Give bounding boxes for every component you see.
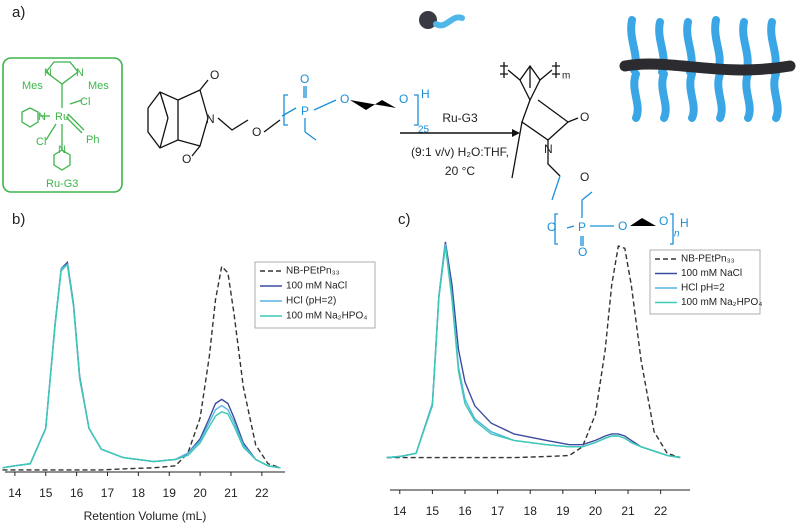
atom: O xyxy=(580,110,589,124)
monomer-peg: P O O O H 25 xyxy=(281,72,430,141)
panel-label: c) xyxy=(398,211,411,228)
legend-label: 100 mM NaCl xyxy=(681,268,742,279)
atom: Mes xyxy=(88,80,109,92)
x-tick-label: 20 xyxy=(589,504,603,518)
atom: N xyxy=(206,112,215,126)
atom: Ru xyxy=(55,111,69,123)
atom: O xyxy=(300,72,309,86)
x-axis-label: Retention Volume (mL) xyxy=(479,527,602,529)
atom: O xyxy=(399,92,408,106)
atom: O xyxy=(659,214,668,228)
atom: N xyxy=(44,67,52,79)
series-line xyxy=(386,245,681,459)
legend-label: HCl (pH=2) xyxy=(286,296,336,307)
x-tick-label: 17 xyxy=(491,504,505,518)
x-tick-label: 19 xyxy=(556,504,570,518)
monomer xyxy=(147,79,281,157)
legend-label: 100 mM Na₂HPO₄ xyxy=(681,297,762,308)
atom: O xyxy=(210,68,219,82)
atom: O xyxy=(580,170,589,184)
repeat-index: n xyxy=(674,229,680,240)
series-line xyxy=(2,265,281,471)
repeat-index: m xyxy=(562,71,570,82)
monomer-cartoon xyxy=(419,11,465,29)
legend-label: 100 mM NaCl xyxy=(286,281,347,292)
atom: N xyxy=(76,67,84,79)
x-tick-label: 16 xyxy=(70,486,84,500)
x-tick-label: 14 xyxy=(8,486,22,500)
atom: O xyxy=(618,219,627,233)
legend-label: NB-PEtPn₃₃ xyxy=(286,266,340,277)
x-tick-label: 20 xyxy=(193,486,207,500)
atom: O xyxy=(182,152,191,166)
atom: Cl xyxy=(36,136,46,148)
x-tick-label: 22 xyxy=(255,486,269,500)
atom: Mes xyxy=(22,80,43,92)
x-tick-label: 18 xyxy=(524,504,538,518)
x-tick-label: 19 xyxy=(163,486,177,500)
atom: O xyxy=(252,125,261,139)
x-tick-label: 16 xyxy=(458,504,472,518)
condition: Ru-G3 xyxy=(442,111,478,125)
atom: O xyxy=(340,92,349,106)
product xyxy=(500,62,579,179)
atom: H xyxy=(680,216,689,230)
atom: N xyxy=(544,142,553,156)
condition: 20 °C xyxy=(445,164,475,178)
legend-label: 100 mM Na₂HPO₄ xyxy=(286,311,367,322)
atom: N xyxy=(58,144,66,156)
x-tick-label: 18 xyxy=(132,486,146,500)
x-tick-label: 14 xyxy=(393,504,407,518)
x-tick-label: 15 xyxy=(39,486,53,500)
x-tick-label: 21 xyxy=(224,486,238,500)
legend-box xyxy=(254,261,376,329)
atom: O xyxy=(578,245,587,259)
atom: P xyxy=(578,220,586,234)
atom: Ph xyxy=(86,134,99,146)
product-peg: O P O O O n H xyxy=(547,175,689,259)
legend-box xyxy=(649,249,761,315)
series-line xyxy=(386,241,681,459)
repeat-count: 25 xyxy=(418,125,430,136)
x-axis-label: Retention Volume (mL) xyxy=(84,509,207,523)
atom: P xyxy=(301,104,309,118)
legend-label: HCl pH=2 xyxy=(681,283,725,294)
series-line xyxy=(2,263,281,469)
series-line xyxy=(386,243,681,459)
bottlebrush-cartoon xyxy=(619,16,796,122)
panel-label: b) xyxy=(12,211,25,228)
catalyst-label: Ru-G3 xyxy=(46,178,78,190)
series-line xyxy=(386,246,681,459)
atom: Cl xyxy=(80,96,90,108)
atom: O xyxy=(547,220,556,234)
x-tick-label: 15 xyxy=(426,504,440,518)
x-tick-label: 17 xyxy=(101,486,115,500)
x-tick-label: 21 xyxy=(621,504,635,518)
arrowhead xyxy=(512,129,520,137)
legend-label: NB-PEtPn₃₃ xyxy=(681,254,735,265)
panel-label: a) xyxy=(12,4,25,21)
catalyst: Mes N N Mes Cl N Ru Ph Cl N Ru-G3 xyxy=(2,57,123,193)
condition: (9:1 v/v) H₂O:THF, xyxy=(411,145,509,159)
atom: H xyxy=(421,87,430,101)
x-tick-label: 22 xyxy=(654,504,668,518)
atom: N xyxy=(38,111,46,123)
